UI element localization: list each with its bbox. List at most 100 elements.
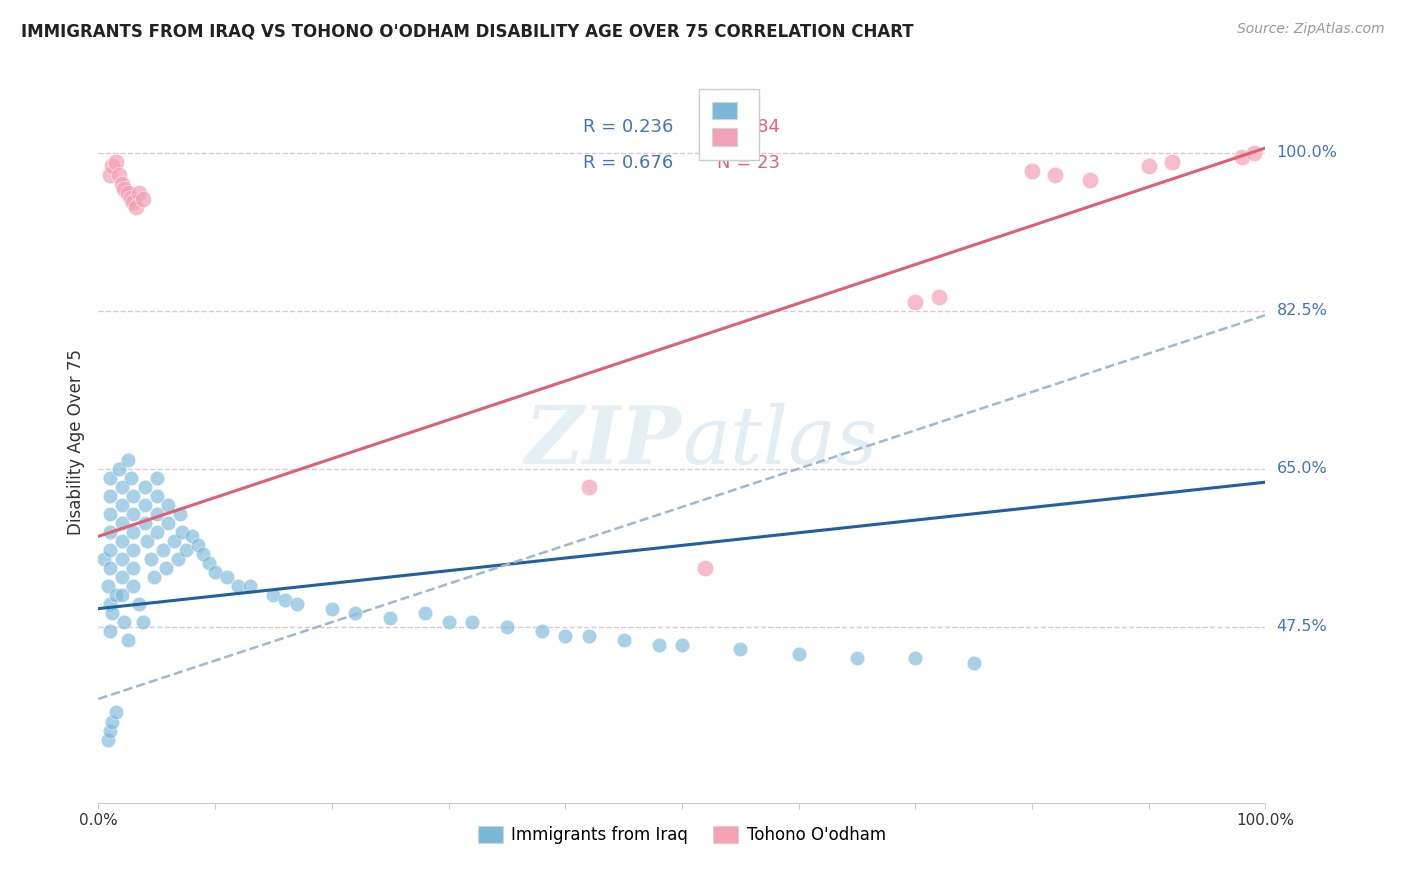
Point <box>134 516 156 530</box>
Point <box>120 471 142 485</box>
Point <box>1243 145 1265 160</box>
Point <box>180 529 202 543</box>
Point <box>98 723 121 738</box>
Point <box>198 557 221 571</box>
Point <box>122 524 145 539</box>
Point <box>128 597 150 611</box>
Point <box>174 542 197 557</box>
Point <box>163 533 186 548</box>
Point <box>155 561 177 575</box>
Point <box>98 168 121 182</box>
Text: R = 0.676: R = 0.676 <box>582 154 673 172</box>
Point <box>274 592 297 607</box>
Point <box>496 620 519 634</box>
Point <box>554 629 576 643</box>
Point <box>166 552 188 566</box>
Point <box>169 507 191 521</box>
Point <box>98 624 121 639</box>
Point <box>152 542 174 557</box>
Point <box>112 182 135 196</box>
Point <box>122 542 145 557</box>
Point <box>193 548 215 562</box>
Point <box>187 538 209 552</box>
Point <box>104 154 127 169</box>
Point <box>413 606 436 620</box>
Point <box>134 480 156 494</box>
Point <box>146 524 169 539</box>
Point <box>111 533 134 548</box>
Point <box>1230 150 1253 164</box>
Point <box>98 524 121 539</box>
Point <box>904 651 927 665</box>
Text: atlas: atlas <box>682 403 877 480</box>
Point <box>111 177 134 191</box>
Point <box>111 588 134 602</box>
Point <box>98 597 121 611</box>
Point <box>122 561 145 575</box>
Point <box>157 516 180 530</box>
Point <box>285 597 308 611</box>
Point <box>139 552 162 566</box>
Point <box>132 193 155 207</box>
Point <box>132 615 155 630</box>
Point <box>146 489 169 503</box>
Point <box>122 489 145 503</box>
Point <box>101 606 124 620</box>
Point <box>380 610 402 624</box>
Text: 100.0%: 100.0% <box>1277 145 1337 160</box>
Point <box>101 714 124 729</box>
Point <box>146 507 169 521</box>
Point <box>321 601 343 615</box>
Point <box>120 191 142 205</box>
Point <box>204 566 226 580</box>
Point <box>146 471 169 485</box>
Point <box>93 552 115 566</box>
Text: IMMIGRANTS FROM IRAQ VS TOHONO O'ODHAM DISABILITY AGE OVER 75 CORRELATION CHART: IMMIGRANTS FROM IRAQ VS TOHONO O'ODHAM D… <box>21 22 914 40</box>
Point <box>647 638 669 652</box>
Point <box>228 579 250 593</box>
Point <box>122 579 145 593</box>
Point <box>112 615 135 630</box>
Point <box>108 168 131 182</box>
Point <box>695 561 717 575</box>
Point <box>98 471 121 485</box>
Y-axis label: Disability Age Over 75: Disability Age Over 75 <box>66 349 84 534</box>
Point <box>97 579 120 593</box>
Point <box>101 159 124 173</box>
Point <box>904 294 927 309</box>
Point <box>730 642 752 657</box>
Point <box>111 570 134 584</box>
Legend: Immigrants from Iraq, Tohono O'odham: Immigrants from Iraq, Tohono O'odham <box>470 817 894 852</box>
Point <box>344 606 367 620</box>
Point <box>437 615 460 630</box>
Point <box>97 732 120 747</box>
Point <box>578 480 600 494</box>
Point <box>98 489 121 503</box>
Point <box>613 633 636 648</box>
Point <box>104 706 127 720</box>
Point <box>461 615 484 630</box>
Text: 47.5%: 47.5% <box>1277 619 1327 634</box>
Point <box>117 452 139 467</box>
Text: 65.0%: 65.0% <box>1277 461 1327 476</box>
Point <box>530 624 553 639</box>
Point <box>1045 168 1067 182</box>
Point <box>104 588 127 602</box>
Point <box>125 200 148 214</box>
Text: 82.5%: 82.5% <box>1277 303 1327 318</box>
Point <box>122 507 145 521</box>
Text: R = 0.236: R = 0.236 <box>582 119 673 136</box>
Point <box>117 633 139 648</box>
Point <box>1080 172 1102 186</box>
Point <box>108 461 131 475</box>
Point <box>962 656 984 670</box>
Point <box>1137 159 1160 173</box>
Point <box>578 629 600 643</box>
Point <box>1021 163 1043 178</box>
Point <box>98 561 121 575</box>
Point <box>128 186 150 201</box>
Point <box>172 524 194 539</box>
Point <box>111 552 134 566</box>
Point <box>136 533 159 548</box>
Point <box>239 579 262 593</box>
